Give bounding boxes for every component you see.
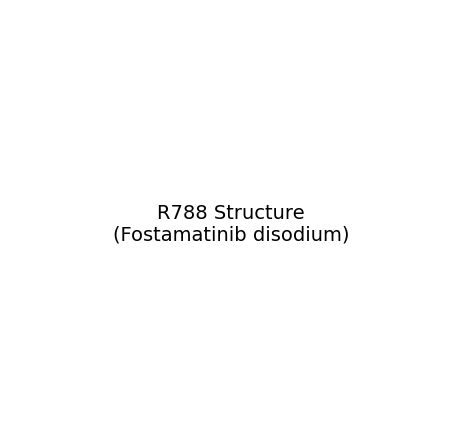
Text: R788 Structure
(Fostamatinib disodium): R788 Structure (Fostamatinib disodium) bbox=[113, 203, 349, 245]
